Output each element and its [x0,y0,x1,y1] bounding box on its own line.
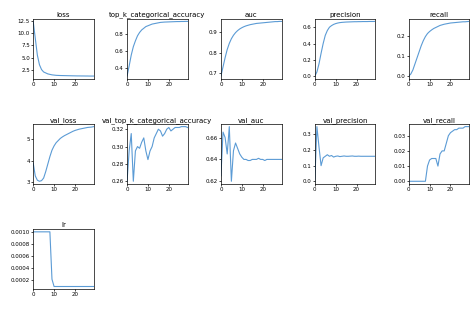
Title: val_auc: val_auc [238,117,264,123]
Title: lr: lr [61,222,66,228]
Title: recall: recall [429,12,448,18]
Title: auc: auc [245,12,257,18]
Title: val_recall: val_recall [422,117,456,123]
Title: val_loss: val_loss [50,117,77,123]
Title: top_k_categorical_accuracy: top_k_categorical_accuracy [109,12,206,18]
Title: loss: loss [57,12,70,18]
Title: val_precision: val_precision [322,117,368,123]
Title: val_top_k_categorical_accuracy: val_top_k_categorical_accuracy [102,117,212,123]
Title: precision: precision [329,12,361,18]
